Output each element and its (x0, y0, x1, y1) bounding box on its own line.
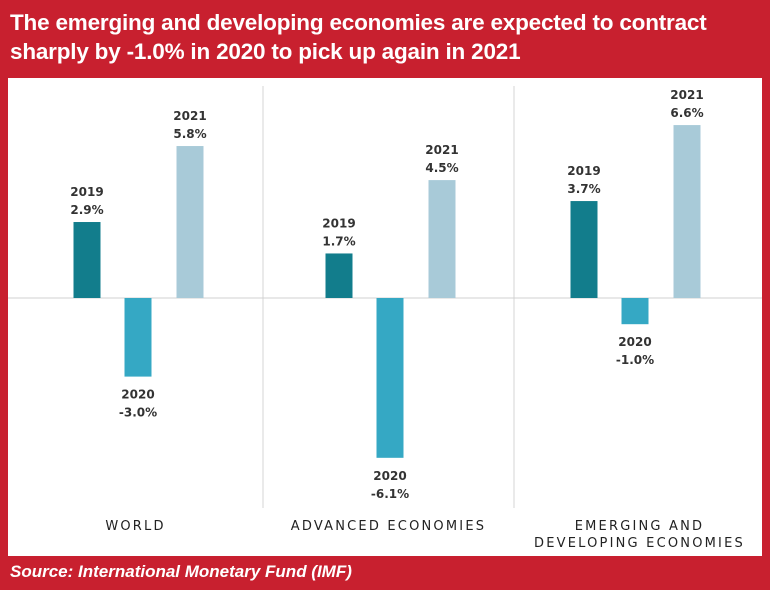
bar-year-label: 2019 (567, 164, 600, 178)
bars-layer (73, 125, 701, 458)
value-labels-layer: 2019 2.9% 2020 -3.0% 2021 5.8% 2019 1.7% 2020 -6.… (70, 88, 703, 501)
bar-value-label: 5.8% (173, 127, 206, 141)
bar-2020 (376, 298, 404, 458)
category-label: ADVANCED ECONOMIES (291, 519, 486, 534)
bar-value-label: 6.6% (670, 106, 703, 120)
bar-2021 (428, 180, 456, 298)
bar-value-label: 4.5% (425, 161, 458, 175)
bar-year-label: 2021 (670, 88, 703, 102)
bar-value-label: -6.1% (371, 487, 409, 501)
bar-chart: 2019 2.9% 2020 -3.0% 2021 5.8% 2019 1.7% 2020 -6.… (8, 86, 762, 551)
bar-value-label: -1.0% (616, 353, 654, 367)
bar-2021 (176, 146, 204, 298)
bar-year-label: 2019 (322, 216, 355, 230)
bar-year-label: 2021 (173, 109, 206, 123)
chart-panel: 2019 2.9% 2020 -3.0% 2021 5.8% 2019 1.7% 2020 -6.… (8, 78, 762, 556)
bar-year-label: 2020 (373, 469, 406, 483)
category-label: EMERGING AND (575, 519, 705, 534)
bar-2021 (673, 125, 701, 298)
bar-year-label: 2020 (121, 388, 154, 402)
bar-year-label: 2020 (618, 335, 651, 349)
bar-value-label: -3.0% (119, 406, 157, 420)
category-label: DEVELOPING ECONOMIES (534, 536, 745, 551)
chart-title: The emerging and developing economies ar… (10, 10, 707, 64)
bar-value-label: 2.9% (70, 203, 103, 217)
category-label: WORLD (105, 519, 165, 534)
bar-2020 (124, 298, 152, 377)
group-dividers (262, 86, 515, 508)
bar-year-label: 2019 (70, 185, 103, 199)
bar-year-label: 2021 (425, 143, 458, 157)
bar-value-label: 3.7% (567, 182, 600, 196)
bar-2019 (325, 253, 353, 298)
bar-value-label: 1.7% (322, 234, 355, 248)
bar-2019 (570, 201, 598, 298)
bar-2019 (73, 222, 101, 298)
bar-2020 (621, 298, 649, 325)
category-labels-layer: WORLD ADVANCED ECONOMIES EMERGING AND DEVEL… (105, 519, 745, 551)
source-note: Source: International Monetary Fund (IMF… (10, 562, 352, 581)
